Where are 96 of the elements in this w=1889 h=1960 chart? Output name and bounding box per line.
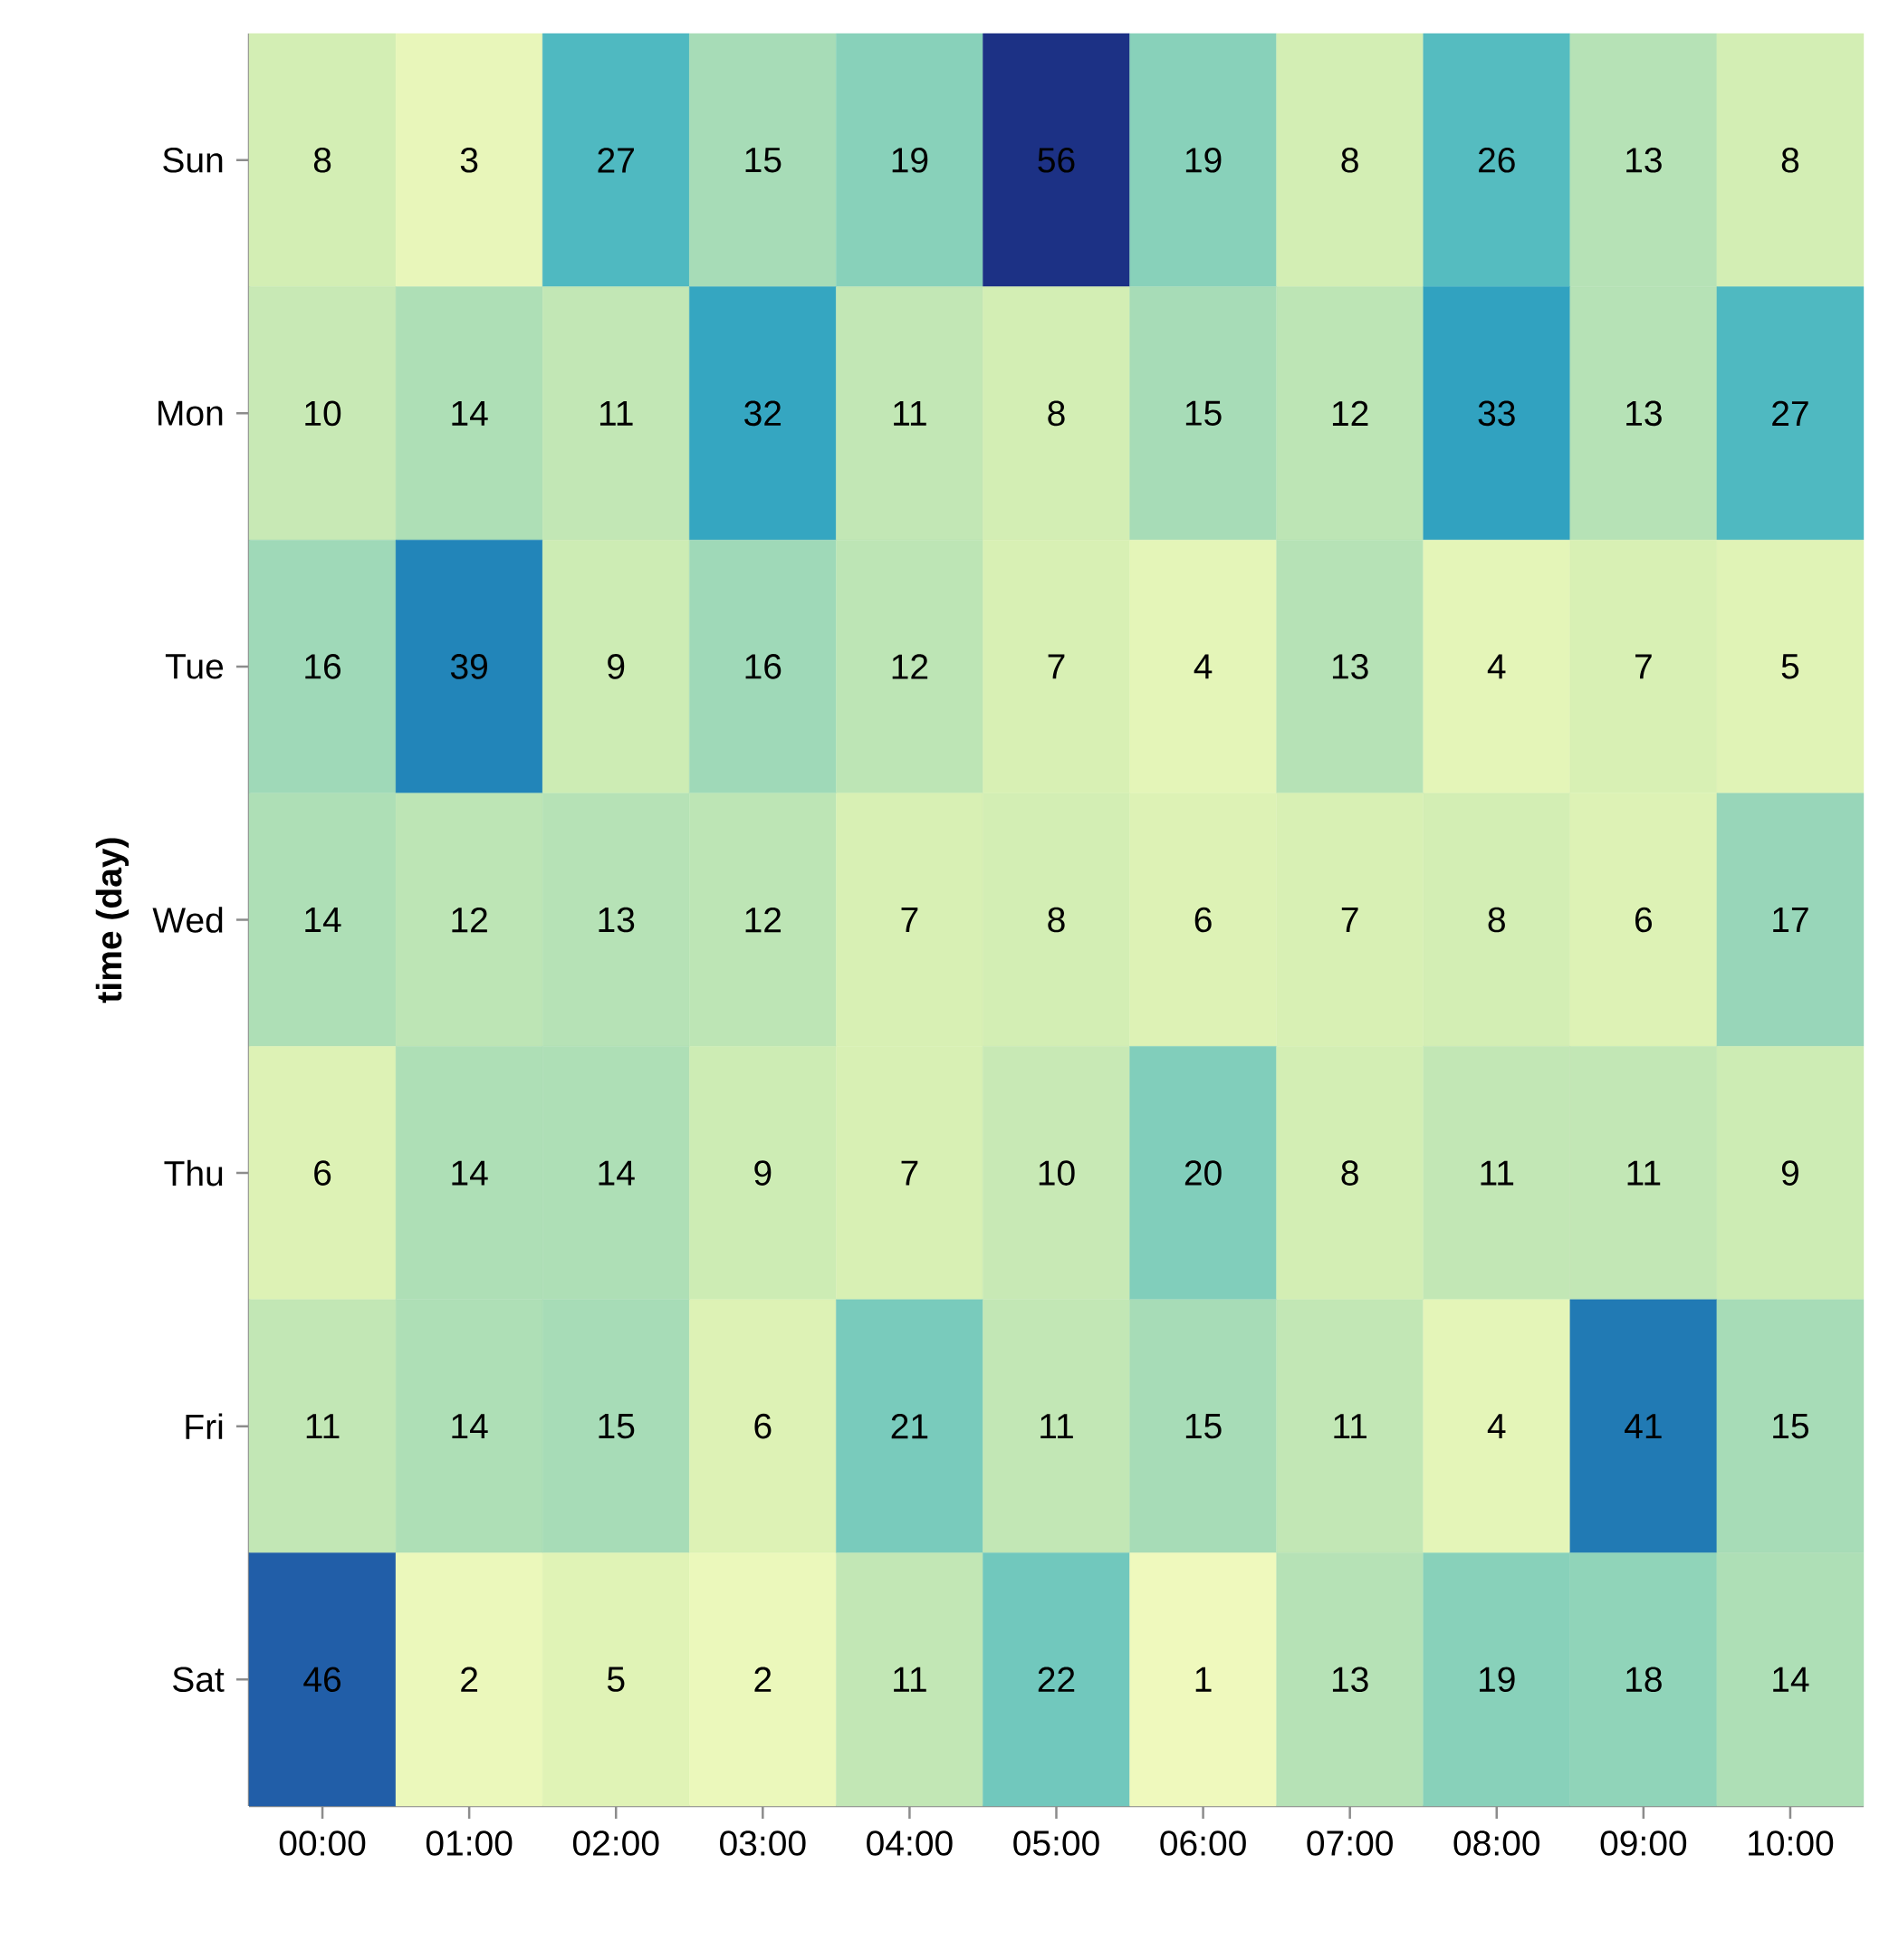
y-tick-label: Sun [163,147,223,173]
y-tick-label: Thu [164,1159,223,1187]
data-label: 32 [744,400,781,427]
data-label: 8 [1341,1160,1358,1186]
x-tick-label: 02:00 [572,1830,659,1856]
data-label: 41 [1625,1414,1662,1439]
data-label: 14 [1773,1667,1809,1692]
data-label: 6 [314,1160,331,1186]
x-tick-label: 03:00 [720,1830,806,1856]
data-label: 11 [306,1414,340,1439]
data-label: 9 [754,1160,772,1186]
data-label: 14 [599,1160,635,1186]
x-tick-label: 05:00 [1013,1830,1099,1856]
data-label: 8 [1781,147,1799,173]
data-label: 8 [313,147,331,173]
y-axis-title: time (day) [95,838,129,1004]
data-label: 15 [745,148,781,173]
x-tick-label: 06:00 [1160,1830,1246,1856]
data-label: 19 [1185,147,1222,173]
data-label: 19 [892,147,928,173]
data-label: 11 [1334,1414,1367,1439]
data-label: 2 [461,1667,478,1692]
data-label: 18 [1626,1667,1662,1693]
y-tick-label: Sat [173,1667,225,1693]
data-label: 5 [607,1667,625,1692]
data-label: 13 [599,907,635,933]
data-label: 10 [305,400,341,427]
data-label: 14 [452,1414,488,1439]
data-label: 15 [1185,1414,1222,1439]
data-label: 14 [452,400,488,426]
data-label: 4 [1487,654,1506,679]
data-label: 46 [303,1667,341,1693]
data-label: 14 [305,908,341,932]
y-tick-label: Mon [158,400,223,426]
data-label: 7 [1048,654,1065,679]
data-label: 11 [894,400,926,426]
data-label: 6 [1635,907,1652,933]
data-label: 12 [452,907,487,933]
data-label: 7 [1635,654,1652,679]
y-tick-label: Fri [186,1413,223,1439]
data-label: 56 [1038,147,1075,173]
data-label: 12 [892,654,928,679]
data-label: 13 [1332,654,1368,679]
data-label: 20 [1184,1160,1222,1186]
data-label: 7 [901,1160,918,1186]
data-label: 13 [1626,400,1662,427]
x-tick-label: 07:00 [1307,1830,1393,1856]
data-label: 13 [1332,1667,1368,1693]
data-label: 7 [901,908,918,932]
data-label: 12 [745,907,781,933]
data-label: 15 [1773,1414,1808,1439]
x-tick-label: 10:00 [1749,1830,1834,1856]
data-label: 2 [754,1667,772,1692]
data-label: 11 [599,400,633,426]
data-label: 26 [1479,147,1515,173]
data-label: 8 [1341,147,1358,173]
data-label: 16 [305,654,341,679]
x-tick-label: 04:00 [867,1830,953,1856]
data-label: 15 [599,1414,635,1439]
data-label: 8 [1488,907,1505,933]
data-label: 1 [1195,1667,1212,1692]
data-label: 6 [1194,907,1212,933]
data-label: 10 [1039,1160,1075,1186]
data-label: 11 [1627,1160,1661,1186]
data-label: 16 [745,654,781,679]
data-label: 13 [1626,147,1662,173]
data-label: 27 [598,148,634,173]
y-tick-label: Tue [165,654,224,679]
data-label: 3 [460,147,478,173]
data-label: 11 [1040,1414,1073,1439]
data-label: 6 [754,1413,772,1439]
x-tick-label: 08:00 [1453,1830,1540,1856]
data-label: 11 [894,1667,926,1692]
data-label: 4 [1487,1414,1506,1439]
data-label: 22 [1038,1667,1075,1692]
x-tick-label: 01:00 [426,1830,513,1856]
x-tick-label: 00:00 [279,1830,366,1856]
data-label: 14 [452,1160,488,1186]
data-label: 39 [450,654,487,679]
data-label: 9 [1781,1160,1798,1186]
data-label: 12 [1332,400,1368,426]
x-tick-label: 09:00 [1600,1830,1687,1856]
data-label: 27 [1772,400,1808,426]
data-label: 8 [1048,907,1065,933]
data-label: 33 [1478,400,1515,427]
data-label: 17 [1773,908,1808,932]
data-label: 7 [1341,908,1358,932]
data-label: 15 [1185,400,1222,426]
data-label: 21 [891,1414,928,1439]
data-label: 11 [1481,1160,1514,1186]
data-label: 19 [1480,1667,1515,1693]
y-tick-label: Wed [152,907,223,933]
data-label: 8 [1048,400,1065,427]
data-label: 5 [1781,654,1799,679]
data-label: 9 [608,654,625,679]
data-label: 4 [1194,654,1213,679]
